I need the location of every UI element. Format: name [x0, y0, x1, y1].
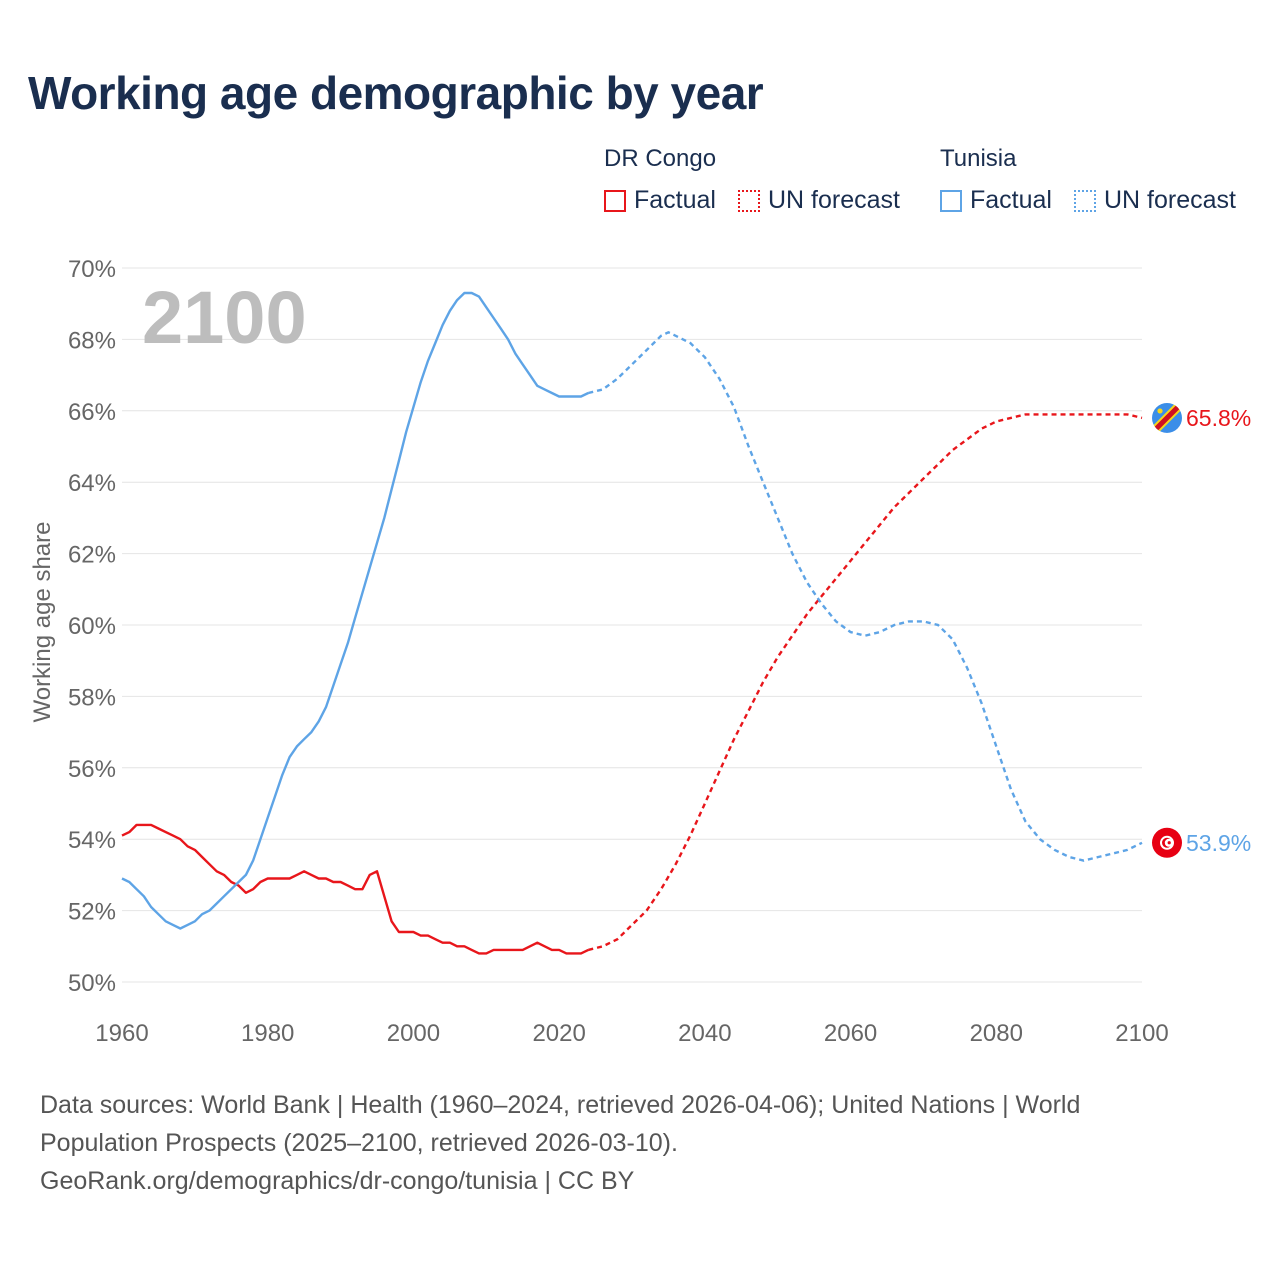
x-tick-label: 1980	[241, 1020, 294, 1047]
sources-line-1: Data sources: World Bank | Health (1960–…	[40, 1091, 1081, 1119]
year-watermark: 2100	[142, 276, 307, 359]
legend-label: UN forecast	[1104, 186, 1236, 214]
tunisia-flag	[1152, 827, 1182, 858]
y-tick-label: 66%	[68, 399, 116, 426]
y-axis-label: Working age share	[29, 522, 56, 723]
legend-tunisia-forecast[interactable]: UN forecast	[1074, 186, 1236, 215]
legend-dr-congo-forecast[interactable]: UN forecast	[738, 186, 900, 215]
y-tick-label: 68%	[68, 327, 116, 354]
y-tick-label: 62%	[68, 542, 116, 569]
y-tick-label: 70%	[68, 256, 116, 283]
x-tick-label: 2040	[678, 1020, 731, 1047]
y-tick-label: 60%	[68, 613, 116, 640]
legend-label: Factual	[634, 186, 716, 214]
x-tick-label: 2000	[387, 1020, 440, 1047]
legend-label: UN forecast	[768, 186, 900, 214]
data-sources: Data sources: World Bank | Health (1960–…	[40, 1086, 1220, 1200]
chart-title: Working age demographic by year	[28, 67, 764, 119]
x-tick-label: 2020	[532, 1020, 585, 1047]
y-tick-label: 64%	[68, 470, 116, 497]
y-tick-label: 54%	[68, 827, 116, 854]
flag-body	[1152, 402, 1182, 433]
line-chart: 50% 52% 54% 56% 58% 60% 62% 64% 66% 68% 70% 1960 198…	[29, 256, 1251, 1047]
legend-swatch-dotted	[738, 189, 760, 212]
legend-group-tunisia: Tunisia	[940, 145, 1017, 172]
tunisia-end-label: 53.9%	[1186, 830, 1251, 856]
dr-congo-flag	[1152, 402, 1182, 433]
tunisia-factual-line	[121, 291, 589, 930]
flag-star	[1167, 841, 1171, 845]
y-tick-label: 52%	[68, 899, 116, 926]
dr-congo-factual-line	[121, 823, 589, 955]
x-tick-label: 2100	[1115, 1020, 1168, 1047]
legend-dr-congo-factual[interactable]: Factual	[604, 186, 716, 215]
legend-swatch-dotted	[1074, 189, 1096, 212]
x-tick-label: 2080	[970, 1020, 1023, 1047]
flag-star	[1157, 408, 1163, 414]
y-tick-label: 56%	[68, 756, 116, 783]
legend-label: Factual	[970, 186, 1052, 214]
dr-congo-end-label: 65.8%	[1186, 405, 1251, 431]
tunisia-forecast-line	[588, 330, 1143, 862]
x-tick-label: 1960	[95, 1020, 148, 1047]
legend-swatch-solid	[604, 189, 626, 212]
y-tick-label: 50%	[68, 970, 116, 997]
dr-congo-forecast-line	[588, 413, 1143, 952]
legend-group-dr-congo: DR Congo	[604, 145, 717, 172]
sources-line-2: Population Prospects (2025–2100, retriev…	[40, 1129, 678, 1157]
x-tick-label: 2060	[824, 1020, 877, 1047]
y-tick-label: 58%	[68, 684, 116, 711]
sources-line-3[interactable]: GeoRank.org/demographics/dr-congo/tunisi…	[40, 1167, 635, 1195]
legend-swatch-solid	[940, 189, 962, 212]
legend-tunisia-factual[interactable]: Factual	[940, 186, 1052, 215]
